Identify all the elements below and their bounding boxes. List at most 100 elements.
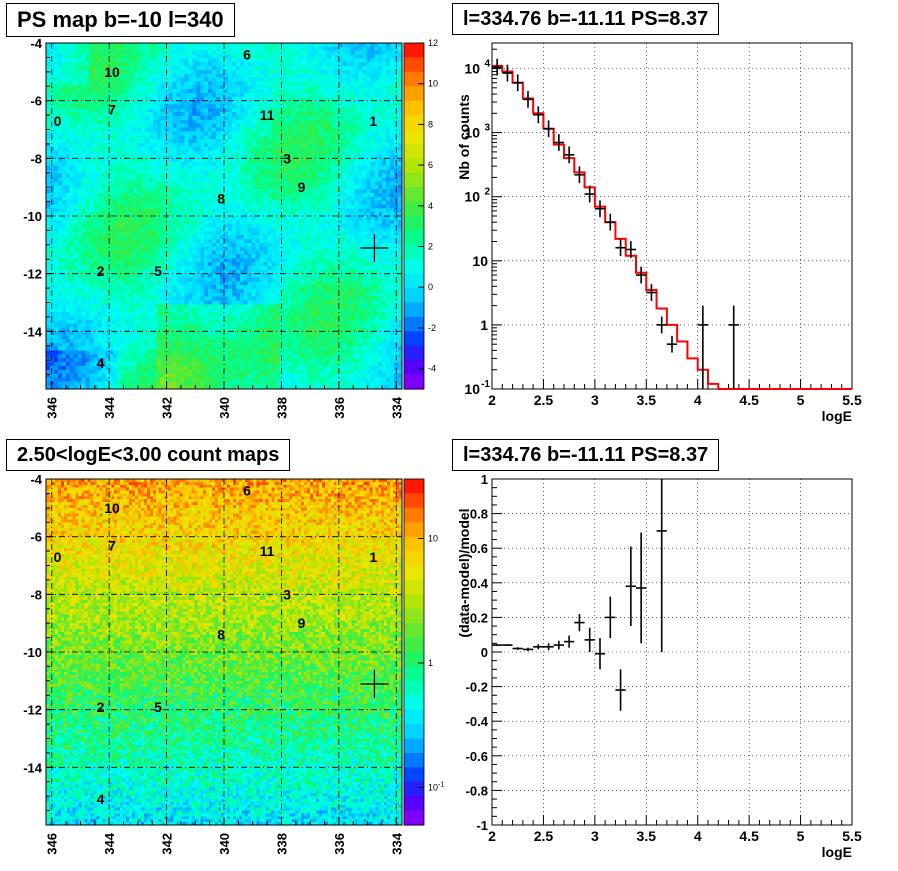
colorbar-tick-label: 10 xyxy=(428,533,438,543)
colorbar-band xyxy=(404,273,424,289)
y-tick-label: -8 xyxy=(30,587,42,602)
x-tick-label: 340 xyxy=(217,833,232,855)
colorbar-band xyxy=(404,43,424,59)
y-tick-exponent: 3 xyxy=(484,123,490,134)
colorbar-tick-label: 10-1 xyxy=(428,782,444,793)
y-axis-label: (data-model)/model xyxy=(456,508,472,637)
colorbar-band xyxy=(404,536,424,552)
colorbar-band xyxy=(404,86,424,102)
colorbar-band xyxy=(404,652,424,668)
x-tick-label: 346 xyxy=(45,397,60,419)
source-label: 4 xyxy=(97,355,105,371)
colorbar-band xyxy=(404,143,424,159)
colorbar-tick-label: 12 xyxy=(428,38,438,48)
colorbar-band xyxy=(404,752,424,768)
x-tick-label: 342 xyxy=(160,833,175,855)
y-tick-label: 1 xyxy=(481,472,488,487)
colorbar-tick-label: 2 xyxy=(428,242,433,252)
source-label: 7 xyxy=(108,101,116,117)
x-tick-label: 5 xyxy=(797,392,805,408)
y-tick-label: -8 xyxy=(30,151,42,166)
colorbar-tick-label: 10 xyxy=(428,79,438,89)
colorbar-tick-label: -2 xyxy=(428,323,436,333)
y-tick-label: -14 xyxy=(23,324,43,339)
x-tick-label: 2.5 xyxy=(534,392,554,408)
x-tick-label: 340 xyxy=(217,397,232,419)
x-tick-label: 344 xyxy=(102,396,117,418)
source-label: 7 xyxy=(108,537,116,553)
colorbar-band xyxy=(404,360,424,376)
colorbar-band xyxy=(404,158,424,174)
y-tick-label: 1 xyxy=(480,317,488,333)
y-tick-label: -4 xyxy=(30,36,42,51)
colorbar-band xyxy=(404,551,424,567)
ps-map-title: PS map b=-10 l=340 xyxy=(6,3,235,37)
source-label: 5 xyxy=(154,699,162,715)
colorbar-tick-label: 1 xyxy=(428,658,433,668)
colorbar-band xyxy=(404,345,424,361)
y-tick-label: 10 xyxy=(464,189,480,205)
x-tick-label: 4.5 xyxy=(739,828,759,844)
x-tick-label: 3.5 xyxy=(637,828,657,844)
y-tick-label: -14 xyxy=(23,760,43,775)
source-label: 11 xyxy=(260,543,275,559)
colorbar-band xyxy=(404,129,424,145)
x-tick-label: 338 xyxy=(274,833,289,855)
x-tick-label: 2 xyxy=(488,392,496,408)
x-tick-label: 2 xyxy=(488,828,496,844)
residual-title: l=334.76 b=-11.11 PS=8.37 xyxy=(452,439,720,471)
colorbar-band xyxy=(404,302,424,318)
y-tick-exponent: -1 xyxy=(481,379,490,390)
x-tick-label: 2.5 xyxy=(534,828,554,844)
y-tick-label: 0.8 xyxy=(470,507,488,522)
colorbar-band xyxy=(404,187,424,203)
y-tick-label: 10 xyxy=(464,125,480,141)
colorbar-band xyxy=(404,201,424,217)
x-tick-label: 3 xyxy=(591,828,599,844)
x-tick-label: 346 xyxy=(45,833,60,855)
colorbar-band xyxy=(404,374,424,390)
colorbar-band xyxy=(404,230,424,246)
colorbar-band xyxy=(404,594,424,610)
x-axis-label: logE xyxy=(822,844,852,860)
colorbar-band xyxy=(404,810,424,826)
y-tick-label: -10 xyxy=(23,645,42,660)
x-tick-label: 338 xyxy=(274,397,289,419)
y-tick-label: 10 xyxy=(464,61,480,77)
colorbar-tick-exponent: -1 xyxy=(438,782,444,789)
y-tick-label: 0 xyxy=(481,645,488,660)
y-tick-label: -12 xyxy=(23,703,42,718)
x-tick-label: 4 xyxy=(694,828,702,844)
colorbar-tick-label: 6 xyxy=(428,160,433,170)
colorbar-band xyxy=(404,331,424,347)
colorbar-band xyxy=(404,316,424,332)
source-label: 11 xyxy=(260,107,275,123)
colorbar-band xyxy=(404,522,424,538)
colorbar-band xyxy=(404,709,424,725)
colorbar-band xyxy=(404,695,424,711)
source-label: 8 xyxy=(217,191,225,207)
y-tick-label: -6 xyxy=(30,530,42,545)
colorbar-band xyxy=(404,680,424,696)
colorbar-band xyxy=(404,288,424,304)
source-label: 10 xyxy=(104,500,120,516)
colorbar-band xyxy=(404,565,424,581)
colorbar-band xyxy=(404,637,424,653)
x-tick-label: 336 xyxy=(332,397,347,419)
plot-frame xyxy=(491,42,853,390)
source-label: 5 xyxy=(154,263,162,279)
y-tick-label: 0.6 xyxy=(470,541,488,556)
colorbar-tick-label: -4 xyxy=(428,364,436,374)
x-tick-label: 5.5 xyxy=(842,828,862,844)
colorbar-band xyxy=(404,216,424,232)
colorbar-band xyxy=(404,259,424,275)
y-tick-exponent: 2 xyxy=(484,187,490,198)
y-tick-label: -6 xyxy=(30,94,42,109)
source-label: 1 xyxy=(369,113,377,129)
count-map-title: 2.50<logE<3.00 count maps xyxy=(6,439,291,471)
y-tick-label: -0.6 xyxy=(466,749,488,764)
y-tick-label: -4 xyxy=(30,472,42,487)
colorbar-tick-label: 8 xyxy=(428,119,433,129)
colorbar-band xyxy=(404,767,424,783)
